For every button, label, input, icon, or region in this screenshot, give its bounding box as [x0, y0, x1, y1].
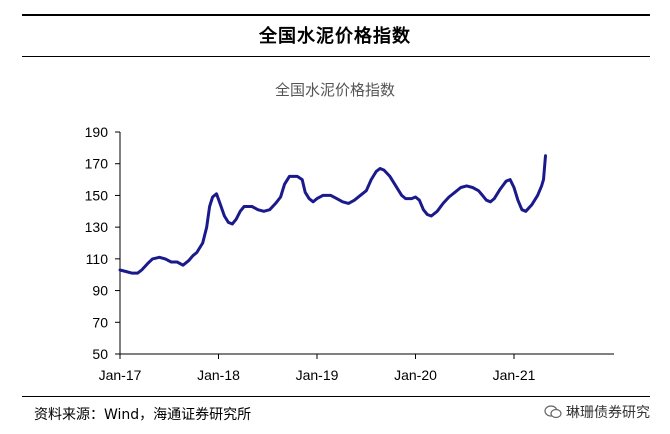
y-tick-label: 50 — [92, 346, 108, 362]
footer-divider — [22, 396, 650, 397]
y-tick-label: 110 — [86, 251, 109, 267]
x-tick-label: Jan-21 — [493, 367, 536, 383]
x-tick-label: Jan-17 — [99, 367, 142, 383]
chart-title: 全国水泥价格指数 — [275, 81, 395, 99]
header-divider — [22, 56, 650, 57]
y-tick-label: 70 — [92, 314, 108, 330]
y-tick-label: 150 — [85, 187, 109, 203]
series-line-0 — [118, 154, 547, 275]
source-note: 资料来源：Wind，海通证券研究所 — [34, 407, 252, 423]
x-tick-label: Jan-20 — [394, 367, 437, 383]
watermark-text: 琳珊债券研究 — [566, 405, 650, 421]
y-tick-label: 170 — [85, 156, 109, 172]
watermark: 琳珊债券研究 — [544, 402, 650, 422]
top-rule — [22, 14, 650, 16]
y-tick-label: 130 — [85, 219, 109, 235]
wechat-icon — [544, 405, 562, 419]
y-tick-label: 90 — [92, 283, 108, 299]
y-tick-label: 190 — [85, 124, 109, 140]
line-chart: 全国水泥价格指数 50 70 90 110 130 150 170 190 Jan-17 Jan-1… — [85, 81, 614, 383]
x-tick-label: Jan-18 — [197, 367, 240, 383]
x-tick-label: Jan-19 — [296, 367, 339, 383]
page-title: 全国水泥价格指数 — [259, 26, 411, 47]
